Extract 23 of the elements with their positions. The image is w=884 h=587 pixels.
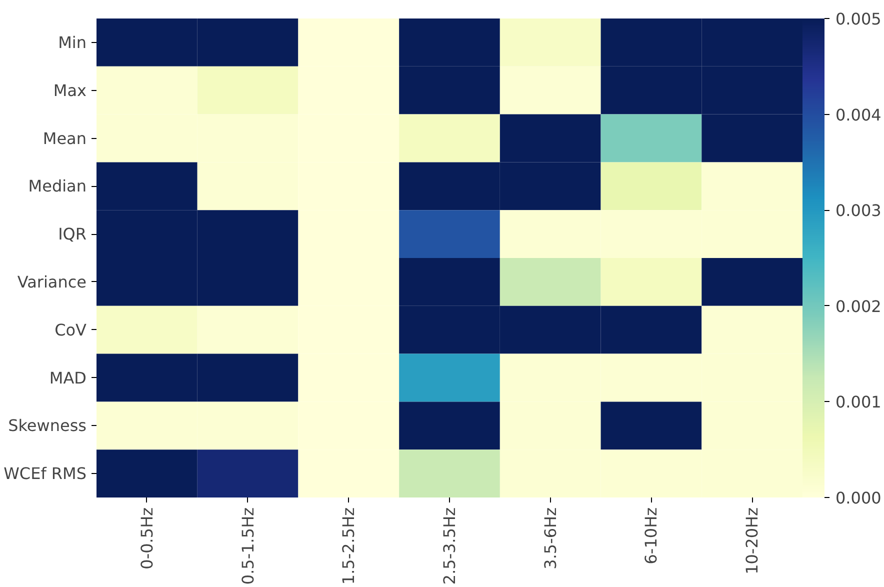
y-tick-label: CoV [54, 320, 87, 340]
color-bar-label: 0.005 [836, 10, 882, 28]
x-tick-label: 0.5-1.5Hz [238, 508, 258, 585]
color-bar-label: 0.004 [836, 105, 882, 124]
y-tick-label: WCEf RMS [4, 464, 87, 484]
y-tick-label: IQR [58, 224, 87, 244]
color-bar-label: 0.002 [836, 296, 882, 316]
y-tick-label: Min [58, 32, 86, 52]
x-tick-label: 6-10Hz [642, 507, 661, 564]
x-tick-label: 3.5-6Hz [540, 508, 560, 570]
x-tick-label: 10-20Hz [742, 508, 762, 574]
color-bar-label: 0.003 [836, 201, 882, 220]
y-tick-label: Max [53, 80, 86, 100]
x-tick-label: 2.5-3.5Hz [440, 508, 459, 585]
y-tick-label: Skewness [8, 416, 86, 436]
x-tick-label: 1.5-2.5Hz [339, 508, 358, 585]
x-tick-label: 0-0.5Hz [137, 508, 156, 570]
y-tick-label: Variance [17, 272, 87, 292]
y-tick-label: MAD [49, 368, 87, 388]
color-bar-label: 0.001 [836, 392, 882, 412]
y-tick-label: Median [28, 176, 87, 196]
y-tick-label: Mean [42, 128, 86, 148]
color-bar-label: 0.000 [836, 488, 882, 508]
